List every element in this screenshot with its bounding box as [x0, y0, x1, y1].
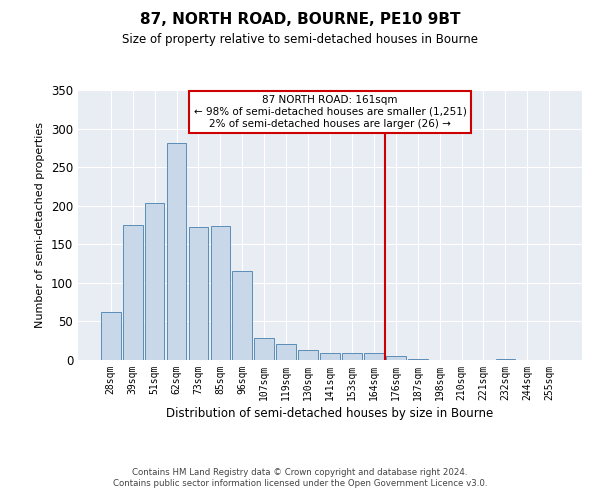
Bar	[254, 338, 274, 360]
Bar	[101, 312, 121, 360]
Bar	[386, 356, 406, 360]
Bar	[408, 359, 428, 360]
X-axis label: Distribution of semi-detached houses by size in Bourne: Distribution of semi-detached houses by …	[166, 407, 494, 420]
Text: 87, NORTH ROAD, BOURNE, PE10 9BT: 87, NORTH ROAD, BOURNE, PE10 9BT	[140, 12, 460, 28]
Bar	[232, 272, 252, 360]
Bar	[320, 353, 340, 360]
Bar	[167, 143, 187, 360]
Bar	[211, 226, 230, 360]
Bar	[145, 202, 164, 360]
Bar	[364, 353, 384, 360]
Bar	[342, 353, 362, 360]
Bar	[123, 225, 143, 360]
Text: 87 NORTH ROAD: 161sqm
← 98% of semi-detached houses are smaller (1,251)
2% of se: 87 NORTH ROAD: 161sqm ← 98% of semi-deta…	[194, 96, 466, 128]
Y-axis label: Number of semi-detached properties: Number of semi-detached properties	[35, 122, 46, 328]
Text: Contains HM Land Registry data © Crown copyright and database right 2024.
Contai: Contains HM Land Registry data © Crown c…	[113, 468, 487, 487]
Bar	[188, 228, 208, 360]
Text: Size of property relative to semi-detached houses in Bourne: Size of property relative to semi-detach…	[122, 32, 478, 46]
Bar	[298, 350, 318, 360]
Bar	[496, 359, 515, 360]
Bar	[276, 344, 296, 360]
